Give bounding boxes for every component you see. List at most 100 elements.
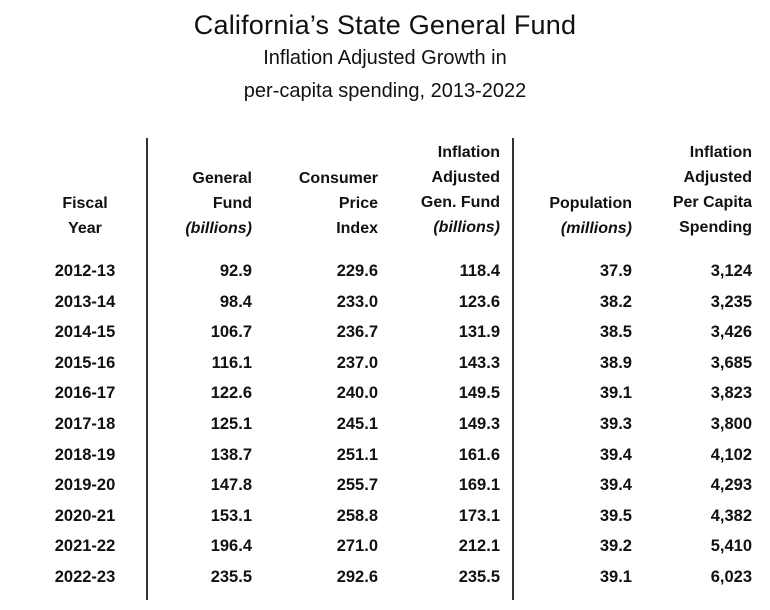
value-cell: 4,102	[710, 445, 752, 464]
value-cell: 147.8	[210, 476, 252, 495]
column-header-line: Index	[336, 219, 378, 237]
value-cell: 169.1	[458, 476, 500, 495]
value-cell: 92.9	[219, 262, 252, 280]
value-cell: 229.6	[336, 262, 378, 280]
column-header-line: Per Capita	[672, 194, 752, 211]
subtitle-line-1: Inflation Adjusted Growth in	[263, 47, 507, 69]
table-row: 2015-16 116.1 237.0 143.3 38.9 3,685	[0, 354, 770, 384]
value-cell: 116.1	[211, 353, 252, 372]
column-header-line: Consumer	[298, 169, 378, 187]
value-cell: 4,293	[710, 476, 752, 495]
column-header-line: Population	[549, 195, 632, 212]
value-cell: 106.7	[210, 323, 252, 342]
column-header-unit: (millions)	[560, 220, 632, 237]
value-cell: 196.4	[210, 537, 252, 556]
column-header-line: Spending	[679, 219, 752, 236]
table-row: 2020-21 153.1 258.8 173.1 39.5 4,382	[0, 507, 770, 537]
table-row: 2022-23 235.5 292.6 235.5 39.1 6,023	[0, 568, 770, 598]
value-cell: 37.9	[599, 262, 632, 280]
value-cell: 39.1	[599, 384, 632, 403]
value-cell: 4,382	[710, 506, 752, 525]
column-header-line: Adjusted	[683, 169, 752, 186]
column-header: Inflation Adjusted Gen. Fund (billions)	[360, 140, 500, 240]
column-header: Consumer Price Index	[238, 166, 378, 241]
value-cell: 123.6	[458, 292, 500, 311]
value-cell: 235.5	[210, 568, 252, 586]
value-cell: 6,023	[710, 568, 752, 586]
value-cell: 161.6	[458, 445, 500, 464]
value-cell: 39.3	[599, 415, 632, 433]
table-row: 2018-19 138.7 251.1 161.6 39.4 4,102	[0, 446, 770, 476]
value-cell: 237.0	[336, 353, 378, 372]
value-cell: 245.1	[336, 415, 378, 433]
fiscal-year-cell: 2021-22	[54, 537, 116, 556]
column-header: Population (millions)	[492, 191, 632, 241]
table-row: 2017-18 125.1 245.1 149.3 39.3 3,800	[0, 415, 770, 445]
value-cell: 131.9	[458, 323, 500, 342]
table-row: 2013-14 98.4 233.0 123.6 38.2 3,235	[0, 293, 770, 323]
fiscal-year-cell: 2015-16	[54, 353, 116, 372]
fiscal-year-cell: 2020-21	[54, 506, 116, 525]
value-cell: 39.4	[599, 476, 632, 495]
table-row: 2021-22 196.4 271.0 212.1 39.2 5,410	[0, 537, 770, 567]
column-header-unit: (billions)	[433, 219, 500, 236]
value-cell: 118.4	[459, 262, 500, 280]
column-header-unit: (billions)	[185, 219, 252, 237]
value-cell: 39.2	[599, 537, 632, 556]
value-cell: 38.2	[599, 292, 632, 311]
value-cell: 38.5	[599, 323, 632, 342]
value-cell: 138.7	[210, 445, 252, 464]
fiscal-year-cell: 2019-20	[54, 476, 116, 495]
value-cell: 251.1	[336, 445, 378, 464]
value-cell: 255.7	[336, 476, 378, 495]
value-cell: 149.5	[458, 384, 500, 403]
value-cell: 39.1	[599, 568, 632, 586]
table-row: 2014-15 106.7 236.7 131.9 38.5 3,426	[0, 323, 770, 353]
value-cell: 38.9	[599, 353, 632, 372]
column-header: Fiscal Year	[25, 191, 145, 241]
column-header-line: General	[192, 169, 252, 187]
value-cell: 258.8	[336, 506, 378, 525]
fiscal-year-cell: 2022-23	[54, 568, 116, 586]
table-row: 2012-13 92.9 229.6 118.4 37.9 3,124	[0, 262, 770, 292]
fiscal-year-cell: 2014-15	[54, 323, 116, 342]
value-cell: 3,800	[710, 415, 752, 433]
subtitle-line-2: per-capita spending, 2013-2022	[243, 80, 527, 102]
value-cell: 5,410	[710, 537, 752, 556]
fiscal-year-cell: 2012-13	[54, 262, 116, 280]
page-title: California’s State General Fund	[193, 10, 577, 40]
value-cell: 292.6	[336, 568, 378, 586]
value-cell: 3,426	[710, 323, 752, 342]
column-header-line: Inflation	[689, 144, 752, 161]
column-header-line: Year	[68, 220, 102, 237]
column-divider	[146, 138, 148, 600]
column-header-line: Price	[338, 194, 378, 212]
value-cell: 122.6	[210, 384, 252, 403]
column-header: Inflation Adjusted Per Capita Spending	[612, 140, 752, 240]
column-header-line: Adjusted	[431, 169, 500, 186]
column-header-line: Fund	[212, 194, 252, 212]
fiscal-year-cell: 2013-14	[54, 292, 116, 311]
value-cell: 143.3	[458, 353, 500, 372]
value-cell: 233.0	[336, 292, 378, 311]
column-header: General Fund (billions)	[112, 166, 252, 241]
value-cell: 3,823	[710, 384, 752, 403]
column-divider	[512, 138, 514, 600]
fiscal-year-cell: 2016-17	[54, 384, 116, 403]
column-header-line: Fiscal	[62, 195, 108, 212]
value-cell: 271.0	[336, 537, 378, 556]
value-cell: 235.5	[458, 568, 500, 586]
value-cell: 125.1	[210, 415, 252, 433]
value-cell: 39.4	[599, 445, 632, 464]
value-cell: 173.1	[458, 506, 500, 525]
value-cell: 3,235	[710, 292, 752, 311]
value-cell: 98.4	[219, 292, 252, 311]
value-cell: 236.7	[336, 323, 378, 342]
table-row: 2019-20 147.8 255.7 169.1 39.4 4,293	[0, 476, 770, 506]
column-header-line: Gen. Fund	[420, 194, 500, 211]
value-cell: 153.1	[210, 506, 252, 525]
value-cell: 212.1	[458, 537, 500, 556]
table-row: 2016-17 122.6 240.0 149.5 39.1 3,823	[0, 384, 770, 414]
column-header-line: Inflation	[437, 144, 500, 161]
